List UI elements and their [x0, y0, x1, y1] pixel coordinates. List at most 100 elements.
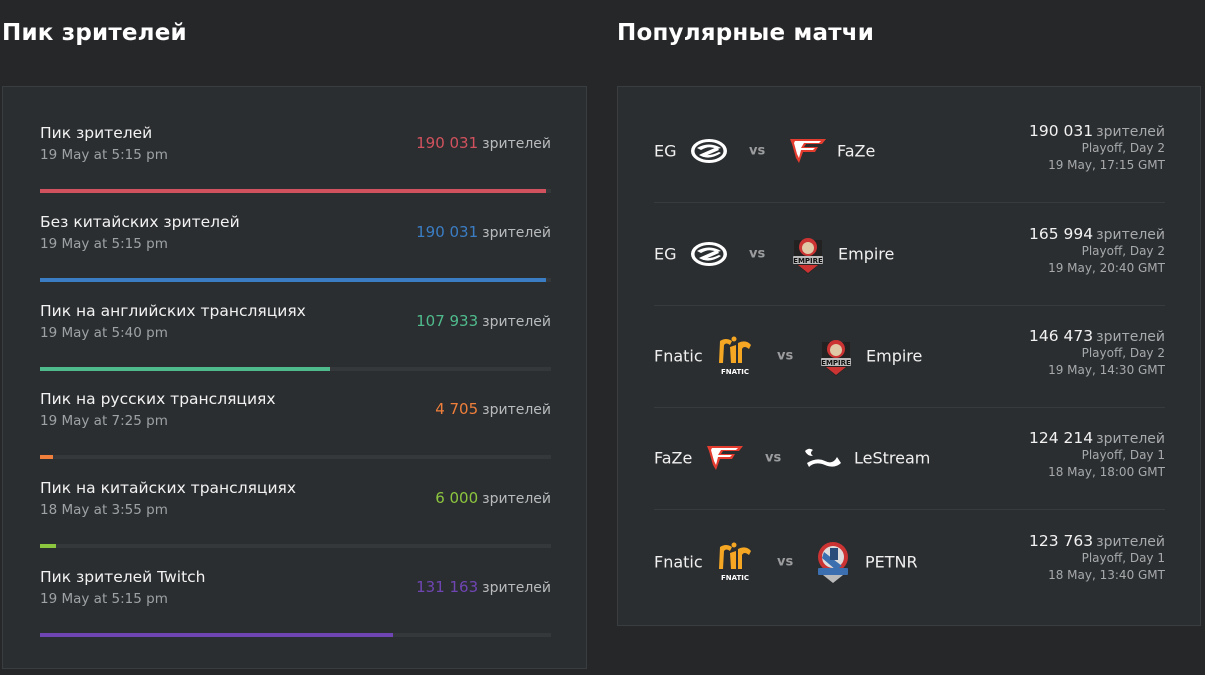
stat-unit: зрителей — [482, 225, 551, 241]
match-views-number: 190 031 — [1029, 122, 1094, 140]
match-row[interactable]: Fnatic FNATIC vs EMPIRE Empire 146 473 зри… — [654, 305, 1165, 408]
match-views: 146 473 зрителей — [1029, 327, 1165, 345]
match-views-number: 124 214 — [1029, 429, 1094, 447]
team2-name[interactable]: Empire — [838, 244, 895, 264]
progress-bar — [40, 544, 551, 548]
eg-logo-icon — [688, 233, 730, 275]
team1[interactable]: EG — [654, 142, 677, 161]
team1[interactable]: Fnatic — [654, 552, 703, 571]
stat-label: Пик зрителей Twitch — [40, 568, 206, 586]
fnatic-logo-icon: FNATIC — [714, 335, 756, 377]
stat-label: Пик зрителей — [40, 124, 153, 142]
vs-label: vs — [777, 348, 794, 364]
progress-bar — [40, 367, 551, 371]
stat-date: 19 May at 5:15 pm — [40, 147, 168, 163]
match-time: 19 May, 14:30 GMT — [1048, 363, 1165, 377]
team1-name[interactable]: Fnatic — [654, 552, 703, 571]
stat-unit: зрителей — [482, 402, 551, 418]
team2-name[interactable]: LeStream — [854, 448, 931, 468]
progress-bar — [40, 455, 551, 459]
stat-number: 107 933 — [416, 312, 479, 330]
vs-label: vs — [777, 554, 794, 569]
stat-unit: зрителей — [482, 136, 551, 152]
team1[interactable]: Fnatic — [654, 347, 703, 366]
team1-name[interactable]: EG — [654, 244, 677, 264]
stat-number: 190 031 — [416, 223, 479, 241]
stat-date: 19 May at 5:40 pm — [40, 325, 168, 341]
stat-number: 131 163 — [416, 578, 479, 596]
svg-text:EMPIRE: EMPIRE — [793, 257, 823, 265]
lestream-logo-icon — [802, 437, 844, 479]
team1-name[interactable]: FaZe — [654, 448, 693, 468]
match-views-unit: зрителей — [1096, 329, 1165, 345]
team2-name[interactable]: FaZe — [837, 141, 876, 161]
match-views: 123 763 зрителей — [1029, 532, 1165, 550]
team2[interactable]: PETNR — [865, 552, 918, 571]
stat-date: 19 May at 5:15 pm — [40, 236, 168, 252]
peak-stat-row: Пик зрителей Twitch 19 May at 5:15 pm 13… — [40, 568, 551, 657]
empire-logo-icon: EMPIRE — [787, 233, 829, 275]
team2-name[interactable]: Empire — [866, 346, 923, 366]
stat-value: 107 933 зрителей — [416, 312, 551, 330]
match-views-unit: зрителей — [1096, 227, 1165, 243]
stat-number: 190 031 — [416, 134, 479, 152]
team2[interactable]: Empire — [838, 245, 894, 264]
match-row[interactable]: Fnatic FNATIC vs PETNR 123 763 зрителей Pla… — [654, 510, 1165, 613]
fnatic-logo-icon: FNATIC — [714, 541, 756, 583]
peak-viewers-title: Пик зрителей — [2, 20, 187, 46]
peak-stat-row: Пик на английских трансляциях 19 May at … — [40, 302, 551, 391]
match-views: 124 214 зрителей — [1029, 429, 1165, 447]
faze-logo-icon — [787, 130, 829, 172]
team1-name[interactable]: Fnatic — [654, 346, 703, 366]
vs-label: vs — [749, 143, 766, 159]
match-stage: Playoff, Day 2 — [1081, 346, 1165, 360]
progress-bar-fill — [40, 189, 546, 193]
match-stage: Playoff, Day 2 — [1081, 244, 1165, 258]
match-info: 123 763 зрителей Playoff, Day 1 18 May, 13:… — [1029, 532, 1165, 584]
progress-bar-fill — [40, 544, 57, 548]
svg-text:FNATIC: FNATIC — [721, 574, 749, 582]
vs-label: vs — [765, 450, 782, 466]
faze-logo-icon — [704, 437, 746, 479]
match-row[interactable]: EG vs FaZe 190 031 зрителей Playoff, Day 2 1… — [654, 100, 1165, 203]
team2[interactable]: FaZe — [837, 142, 875, 161]
progress-bar-fill — [40, 367, 331, 371]
team1-name[interactable]: EG — [654, 141, 677, 161]
team1[interactable]: FaZe — [654, 449, 692, 468]
match-row[interactable]: EG vs EMPIRE Empire 165 994 зрителей Playof… — [654, 203, 1165, 306]
team1[interactable]: EG — [654, 245, 677, 264]
progress-bar-fill — [40, 633, 393, 637]
stat-unit: зрителей — [482, 314, 551, 330]
svg-text:EMPIRE: EMPIRE — [821, 359, 851, 367]
team2[interactable]: Empire — [866, 347, 922, 366]
match-time: 19 May, 20:40 GMT — [1048, 261, 1165, 275]
stat-date: 19 May at 7:25 pm — [40, 413, 168, 429]
match-time: 18 May, 13:40 GMT — [1048, 568, 1165, 582]
match-views-unit: зрителей — [1096, 124, 1165, 140]
stat-number: 6 000 — [435, 489, 479, 507]
match-time: 19 May, 17:15 GMT — [1048, 158, 1165, 172]
match-views-unit: зрителей — [1096, 431, 1165, 447]
progress-bar — [40, 189, 551, 193]
peak-stat-row: Пик зрителей 19 May at 5:15 pm 190 031 зр… — [40, 124, 551, 213]
match-info: 165 994 зрителей Playoff, Day 2 19 May, 20:… — [1029, 225, 1165, 277]
stat-value: 131 163 зрителей — [416, 578, 551, 596]
peak-viewers-panel: Пик зрителей 19 May at 5:15 pm 190 031 зр… — [2, 86, 587, 669]
popular-matches-title: Популярные матчи — [617, 20, 875, 46]
stat-label: Без китайских зрителей — [40, 213, 240, 231]
team2-name[interactable]: PETNR — [865, 552, 918, 571]
match-stage: Playoff, Day 2 — [1081, 141, 1165, 155]
match-info: 146 473 зрителей Playoff, Day 2 19 May, 14:… — [1029, 327, 1165, 379]
match-stage: Playoff, Day 1 — [1081, 551, 1165, 565]
match-time: 18 May, 18:00 GMT — [1048, 465, 1165, 479]
progress-bar-fill — [40, 278, 546, 282]
match-stage: Playoff, Day 1 — [1081, 448, 1165, 462]
match-views-number: 123 763 — [1029, 532, 1094, 550]
match-row[interactable]: FaZe vs LeStream 124 214 зрителей Playoff, … — [654, 407, 1165, 510]
team2[interactable]: LeStream — [854, 449, 930, 468]
stat-value: 190 031 зрителей — [416, 134, 551, 152]
stat-unit: зрителей — [482, 491, 551, 507]
stat-label: Пик на русских трансляциях — [40, 390, 276, 408]
progress-bar — [40, 278, 551, 282]
peak-stat-row: Пик на китайских трансляциях 18 May at 3… — [40, 479, 551, 568]
